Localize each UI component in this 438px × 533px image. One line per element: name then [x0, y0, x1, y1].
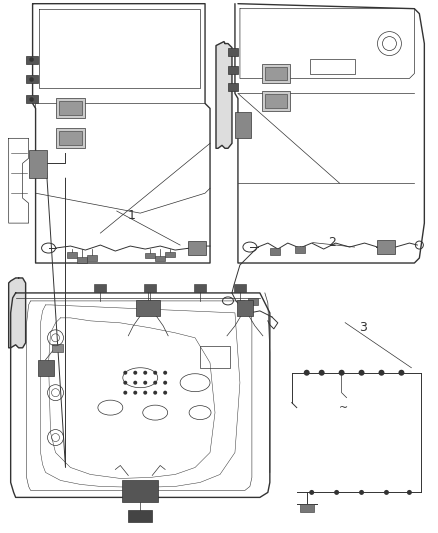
- Bar: [310, 59, 355, 74]
- Bar: [155, 256, 165, 261]
- Circle shape: [309, 490, 314, 495]
- Bar: [188, 241, 206, 255]
- Bar: [144, 284, 156, 292]
- Bar: [270, 248, 280, 255]
- Text: 2: 2: [328, 236, 336, 249]
- Circle shape: [359, 370, 364, 376]
- Bar: [265, 67, 287, 80]
- Circle shape: [124, 371, 127, 375]
- Bar: [262, 63, 290, 84]
- Text: ~: ~: [339, 402, 348, 413]
- Circle shape: [30, 58, 34, 61]
- Circle shape: [359, 490, 364, 495]
- Bar: [265, 94, 287, 108]
- Bar: [248, 298, 258, 305]
- Circle shape: [399, 370, 404, 376]
- Bar: [25, 55, 38, 63]
- Circle shape: [304, 370, 310, 376]
- Bar: [56, 128, 85, 148]
- Bar: [145, 253, 155, 258]
- Circle shape: [384, 490, 389, 495]
- Bar: [200, 346, 230, 368]
- Bar: [52, 344, 64, 352]
- Circle shape: [163, 391, 167, 394]
- Bar: [59, 101, 82, 116]
- Circle shape: [163, 381, 167, 385]
- Bar: [237, 300, 253, 316]
- Circle shape: [153, 381, 157, 385]
- Bar: [262, 92, 290, 111]
- Circle shape: [334, 490, 339, 495]
- Bar: [38, 360, 53, 376]
- Circle shape: [378, 370, 385, 376]
- Circle shape: [124, 391, 127, 394]
- Circle shape: [153, 371, 157, 375]
- Bar: [300, 504, 314, 512]
- Circle shape: [30, 77, 34, 82]
- Circle shape: [133, 391, 137, 394]
- Text: 1: 1: [128, 209, 136, 222]
- Bar: [165, 252, 175, 257]
- Polygon shape: [9, 278, 25, 348]
- Circle shape: [133, 381, 137, 385]
- Bar: [235, 112, 251, 139]
- Bar: [95, 284, 106, 292]
- Circle shape: [124, 381, 127, 385]
- Bar: [25, 95, 38, 103]
- Bar: [295, 246, 305, 253]
- Circle shape: [339, 370, 345, 376]
- Circle shape: [153, 391, 157, 394]
- Bar: [136, 300, 160, 316]
- Bar: [128, 511, 152, 522]
- Circle shape: [319, 370, 325, 376]
- Circle shape: [143, 381, 147, 385]
- Bar: [28, 150, 46, 178]
- Circle shape: [163, 371, 167, 375]
- Bar: [228, 47, 238, 55]
- Circle shape: [133, 371, 137, 375]
- Bar: [378, 240, 396, 254]
- Circle shape: [30, 98, 34, 101]
- Bar: [194, 284, 206, 292]
- Circle shape: [407, 490, 412, 495]
- Bar: [88, 255, 97, 261]
- Polygon shape: [216, 42, 232, 148]
- Bar: [25, 76, 38, 84]
- Bar: [234, 284, 246, 292]
- Circle shape: [143, 371, 147, 375]
- Bar: [56, 99, 85, 118]
- Bar: [228, 84, 238, 92]
- Bar: [67, 252, 78, 258]
- Circle shape: [143, 391, 147, 394]
- Bar: [228, 66, 238, 74]
- Bar: [59, 131, 82, 146]
- Bar: [122, 480, 158, 503]
- Bar: [78, 257, 88, 263]
- Text: 3: 3: [359, 321, 367, 334]
